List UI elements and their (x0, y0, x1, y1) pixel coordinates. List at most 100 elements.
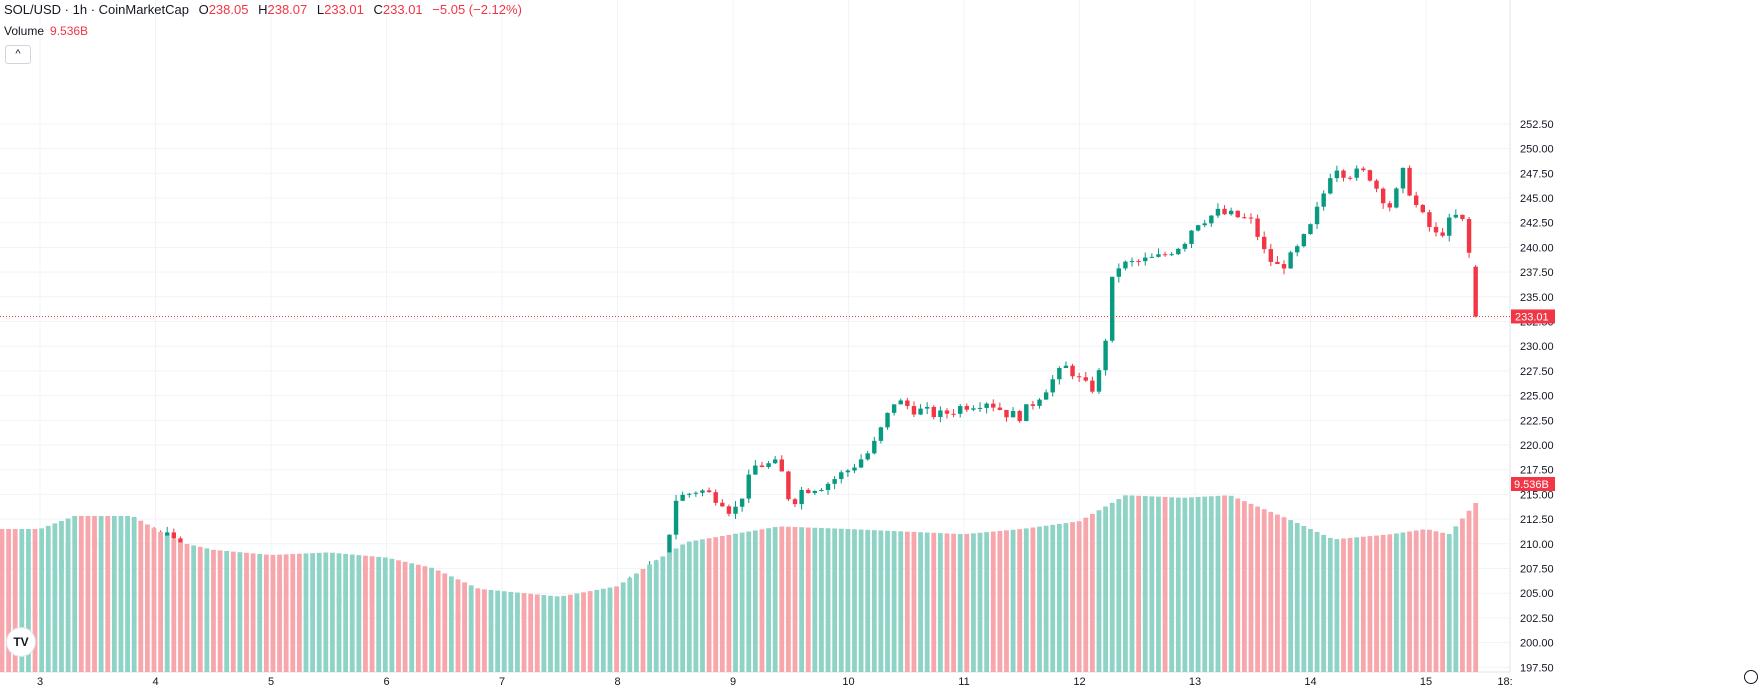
x-tick-label: 11 (958, 676, 969, 688)
volume-bar (1374, 535, 1379, 672)
candle-body (1473, 266, 1478, 317)
candle-body (1228, 210, 1234, 215)
candle-body (1189, 230, 1194, 244)
volume-bar (918, 532, 923, 672)
volume-bar (1195, 496, 1201, 672)
candle-body (832, 479, 837, 484)
volume-bar (1241, 501, 1247, 672)
settings-icon[interactable] (1744, 670, 1758, 684)
volume-bar (574, 593, 580, 672)
volume-bar (336, 553, 342, 672)
candle-body (720, 502, 725, 507)
candle-body (1354, 168, 1359, 178)
volume-bar (1413, 530, 1419, 672)
volume-bar (871, 530, 877, 672)
candle-body (1321, 193, 1326, 207)
candle-body (1420, 204, 1425, 213)
volume-bar (819, 527, 824, 672)
y-tick-label: 225.00 (1520, 391, 1554, 403)
volume-bar (779, 526, 785, 672)
candle-body (165, 532, 170, 538)
y-tick-label: 242.50 (1520, 218, 1554, 230)
candle-body (997, 407, 1003, 410)
volume-value: 9.536B (50, 24, 89, 38)
volume-bar (1215, 495, 1221, 672)
volume-bar (369, 556, 375, 672)
volume-bar (144, 524, 150, 672)
volume-bar (164, 535, 170, 672)
volume-bar (85, 516, 91, 672)
volume-bar (442, 573, 448, 672)
volume-bar (1347, 537, 1353, 672)
y-tick-label: 202.50 (1520, 613, 1554, 625)
candle-body (171, 532, 177, 539)
volume-bar (468, 585, 474, 672)
volume-bar (1175, 497, 1181, 672)
candle-body (938, 410, 943, 418)
volume-bar (448, 576, 454, 672)
volume-bar (898, 531, 904, 672)
candle-body (1083, 377, 1088, 381)
volume-bar (706, 538, 712, 672)
y-tick-label: 237.50 (1520, 267, 1554, 279)
volume-bar (534, 594, 540, 672)
candle-body (918, 408, 923, 415)
candle-body (924, 406, 930, 409)
candle-body (1004, 409, 1009, 418)
x-tick-label: 4 (152, 676, 158, 688)
volume-bar (131, 516, 137, 672)
volume-bar (1050, 524, 1056, 672)
volume-bar (1275, 514, 1280, 672)
volume-bar (1070, 522, 1075, 672)
volume-bar (686, 541, 692, 672)
candle-body (1288, 252, 1293, 269)
volume-bar (1268, 511, 1274, 672)
volume-bar (1460, 518, 1465, 672)
volume-bar (653, 560, 659, 672)
candle-body (1460, 214, 1465, 220)
candle-body (1235, 210, 1240, 218)
volume-bar (528, 593, 534, 672)
volume-bar (1453, 526, 1459, 672)
volume-bar (310, 553, 315, 672)
volume-bar (1387, 534, 1393, 672)
volume-bar (138, 520, 144, 672)
volume-bar (508, 591, 514, 672)
x-tick-label: 12 (1073, 676, 1085, 688)
volume-bar (1208, 496, 1214, 672)
candle-body (991, 403, 996, 408)
symbol-title[interactable]: SOL/USD · 1h · CoinMarketCap (4, 2, 189, 17)
volume-bar (904, 531, 910, 672)
candle-body (766, 463, 771, 468)
volume-bar (1288, 520, 1294, 672)
candle-body (1063, 365, 1069, 369)
volume-bar (964, 533, 970, 672)
candle-body (772, 459, 778, 464)
candle-body (977, 407, 983, 409)
volume-bar (1261, 509, 1267, 672)
candle-body (1043, 392, 1049, 400)
collapse-legend-button[interactable]: ^ (5, 45, 31, 64)
volume-bar (65, 518, 71, 672)
candle-body (667, 534, 672, 560)
candle-body (878, 427, 884, 441)
candle-body (858, 459, 864, 468)
candle-body (839, 472, 844, 480)
y-tick-label: 212.50 (1520, 514, 1554, 526)
low-value: 233.01 (324, 2, 364, 17)
volume-bar (1136, 495, 1142, 672)
volume-label: Volume (4, 24, 45, 38)
volume-bar (1440, 532, 1446, 672)
volume-bar (1446, 534, 1452, 672)
volume-bar (937, 533, 943, 672)
y-tick-label: 217.50 (1520, 465, 1554, 477)
volume-bar (1294, 523, 1300, 672)
tradingview-logo[interactable]: TV (7, 628, 35, 656)
x-tick-label: 3 (37, 676, 43, 688)
volume-bar (270, 554, 276, 672)
close-value: 233.01 (382, 2, 423, 17)
candle-body (971, 408, 976, 410)
volume-bar (931, 532, 937, 672)
volume-bar (554, 596, 560, 672)
